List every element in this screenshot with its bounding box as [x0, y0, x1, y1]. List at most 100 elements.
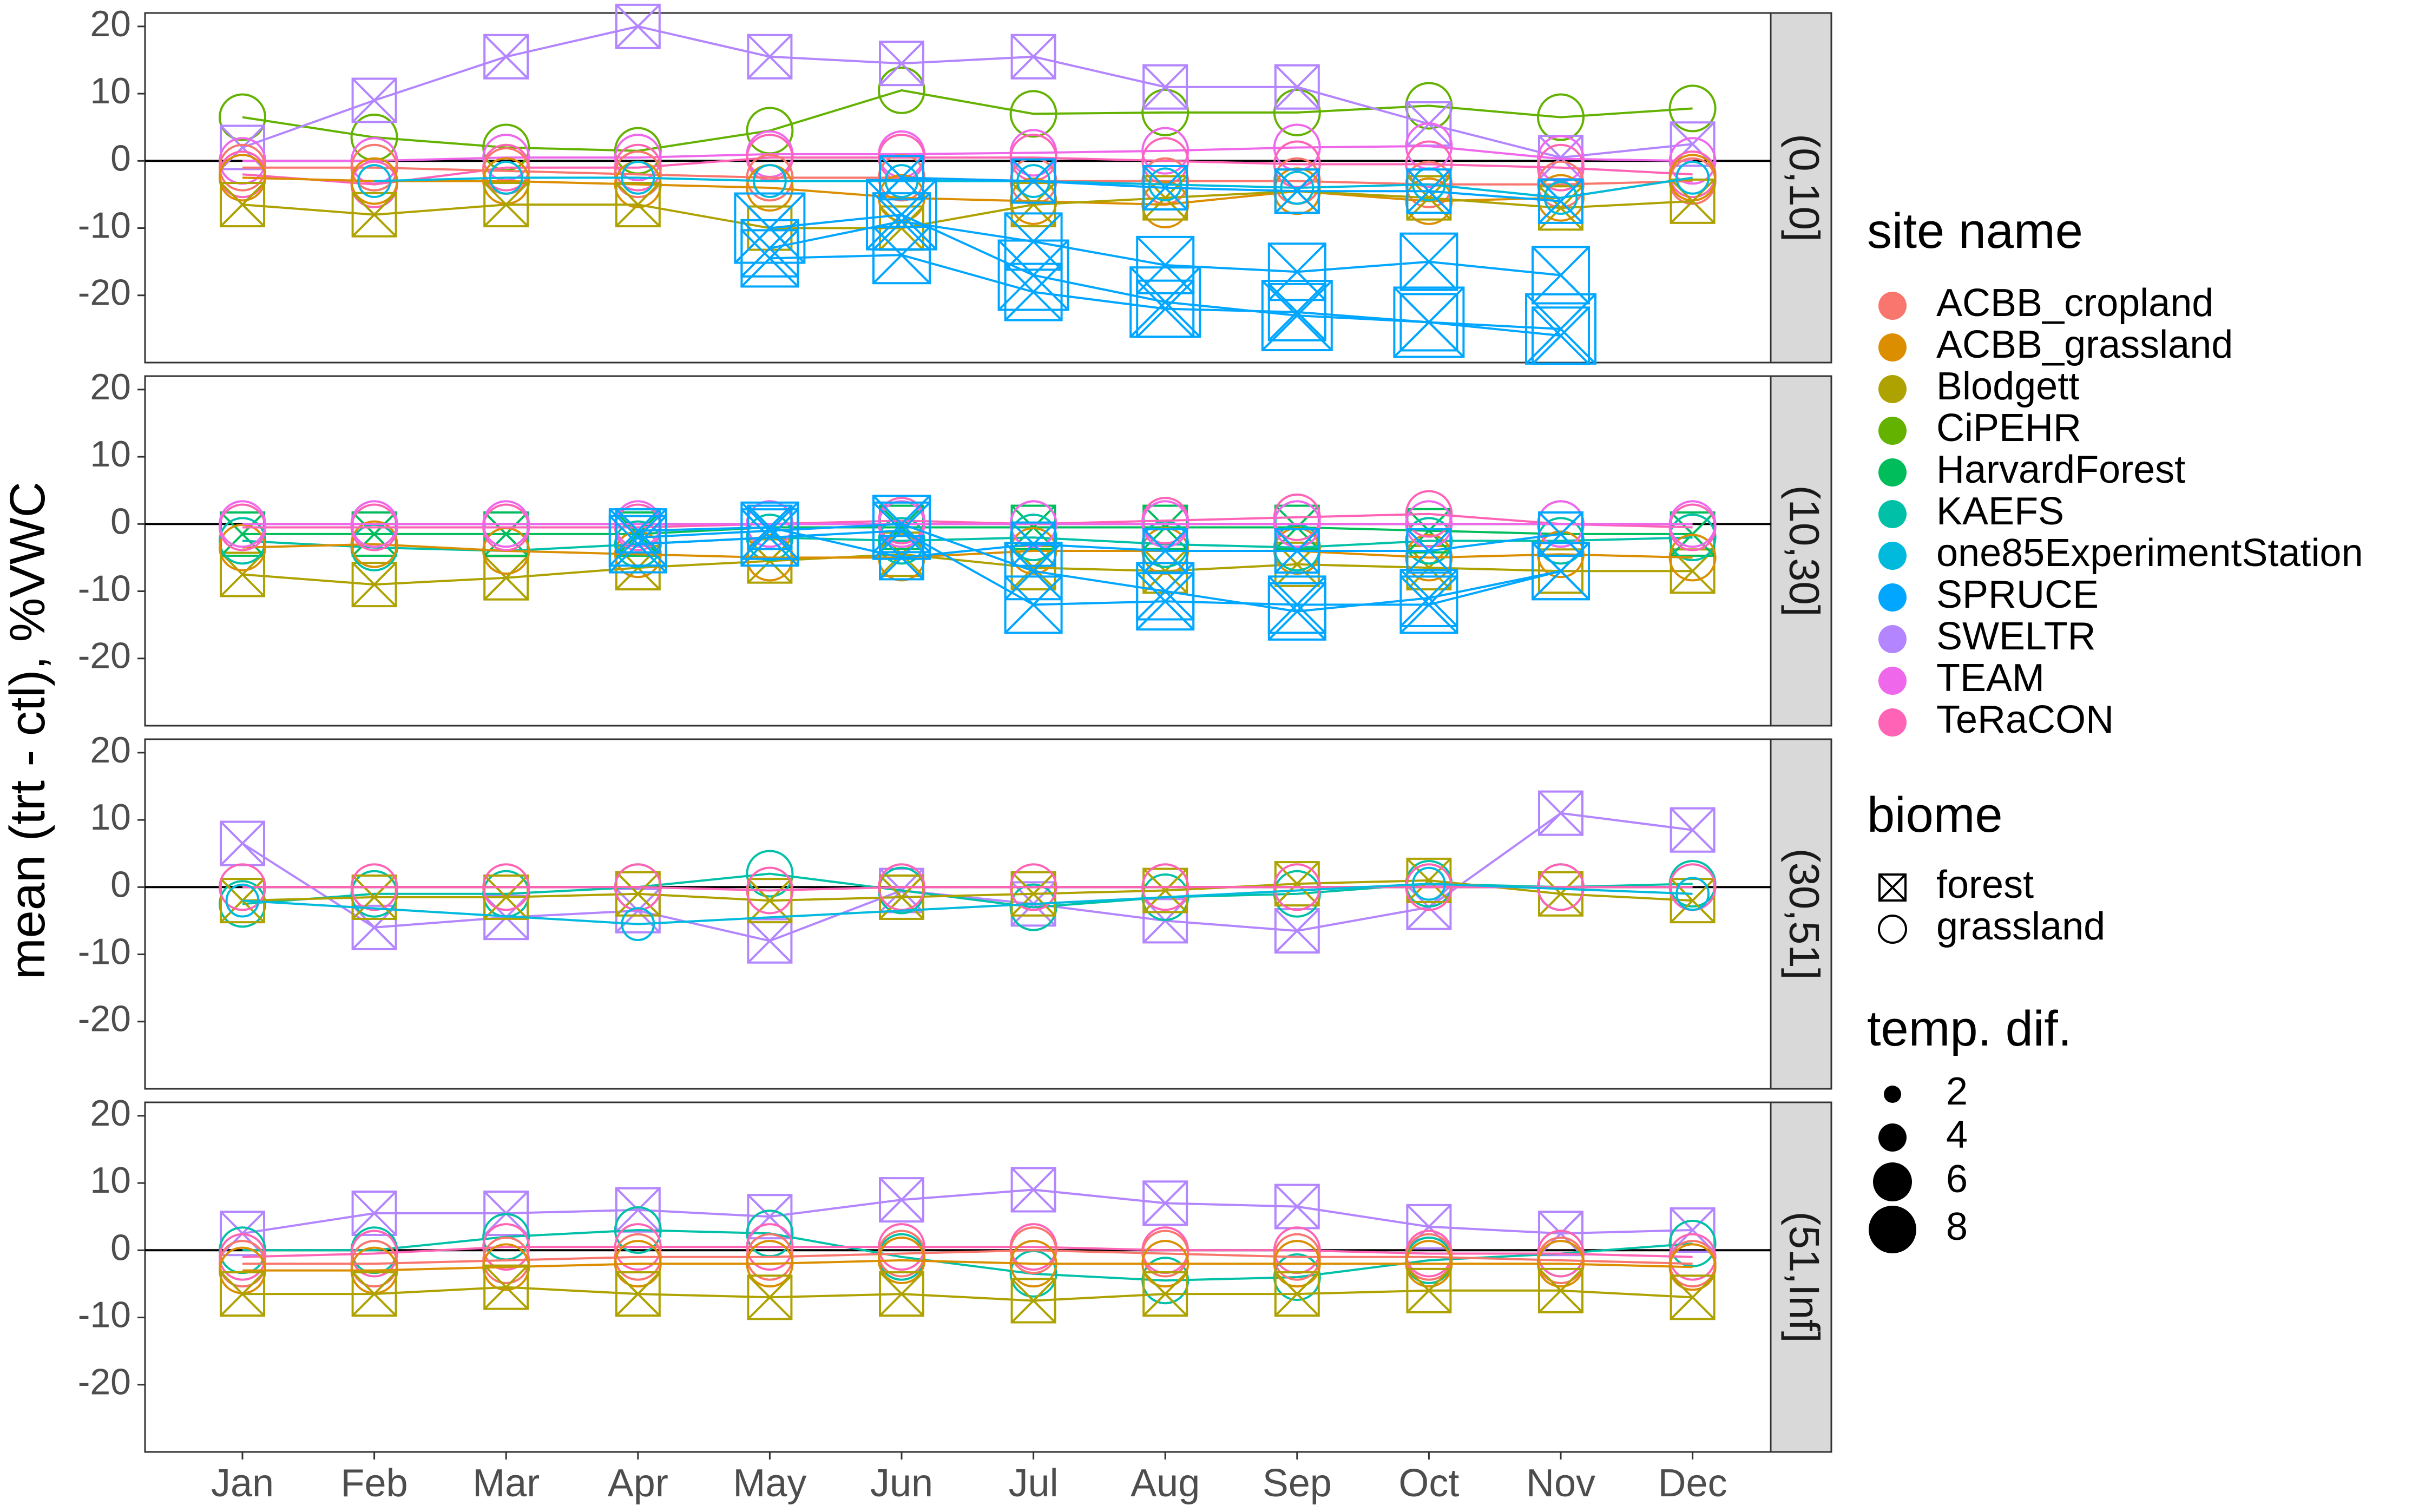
- legend-site-acbb-cropland: ACBB_cropland: [1878, 281, 2213, 325]
- data-point-grassland: [1009, 1240, 1057, 1288]
- facet-strip: [1770, 1101, 1832, 1453]
- data-point-forest: [1261, 280, 1333, 352]
- x-tick-label: Jun: [870, 1462, 933, 1505]
- data-point-grassland: [746, 154, 794, 202]
- y-tick-label: -10: [78, 568, 131, 609]
- data-point-grassland: [350, 143, 398, 192]
- data-point-forest: [997, 239, 1069, 311]
- data-point-forest: [1142, 1180, 1188, 1226]
- y-tick-label: -20: [78, 272, 131, 313]
- facet-strip: [1770, 12, 1832, 364]
- y-tick-label: -20: [78, 1362, 131, 1403]
- y-tick-label: 0: [110, 864, 131, 905]
- data-point-forest: [220, 182, 265, 228]
- data-point-grassland: [1668, 137, 1717, 185]
- data-point-forest: [879, 41, 924, 87]
- data-point-forest: [351, 192, 397, 238]
- panel-51-inf: (51,Inf] -20 -10 0 10 20: [78, 1093, 1832, 1453]
- data-point-forest: [1142, 1271, 1188, 1317]
- data-point-forest: [1538, 511, 1583, 557]
- data-point-forest: [1538, 178, 1583, 224]
- data-point-forest: [747, 878, 793, 924]
- data-point-grassland: [878, 1236, 925, 1284]
- data-point-forest: [615, 3, 661, 49]
- data-point-forest: [747, 504, 793, 550]
- data-point-forest: [872, 226, 931, 285]
- data-point-grassland: [1668, 534, 1717, 582]
- legend-site-entries: ACBB_croplandACBB_grasslandBlodgettCiPEH…: [1878, 281, 2363, 741]
- data-point-grassland: [1543, 181, 1578, 215]
- y-tick-label: -10: [78, 931, 131, 972]
- legend-key-dot: [1878, 625, 1907, 653]
- legend-site-cipehr: CiPEHR: [1878, 406, 2081, 450]
- data-point-forest: [872, 495, 931, 554]
- data-point-grassland: [1405, 863, 1453, 911]
- data-point-grassland: [482, 863, 530, 911]
- data-point-forest: [1670, 1274, 1716, 1320]
- legend-size-8: 8: [1869, 1205, 1968, 1253]
- data-point-grassland: [1273, 88, 1321, 136]
- data-point-forest: [879, 155, 924, 201]
- x-tick-label: Feb: [341, 1462, 408, 1505]
- data-point-forest: [740, 229, 799, 288]
- legend-key-dot: [1878, 583, 1907, 612]
- y-tick-label: 0: [110, 501, 131, 542]
- data-point-forest: [1406, 528, 1452, 574]
- legend-label: grassland: [1936, 905, 2105, 948]
- data-point-forest: [1274, 528, 1320, 574]
- data-point-forest: [1142, 528, 1188, 574]
- data-point-grassland: [1668, 84, 1717, 133]
- legend-key-size-dot: [1869, 1206, 1916, 1253]
- data-point-grassland: [614, 1206, 662, 1254]
- data-point-grassland: [1009, 90, 1057, 138]
- legend-key-dot: [1878, 333, 1907, 361]
- data-point-grassland: [219, 154, 266, 202]
- y-tick-label: 10: [90, 797, 131, 838]
- data-point-forest: [1406, 1204, 1452, 1250]
- data-point-grassland: [878, 66, 925, 114]
- data-point-grassland: [1537, 1240, 1585, 1288]
- x-tick-label: Sep: [1263, 1462, 1332, 1505]
- series-spruce: [879, 155, 1583, 224]
- y-tick-label: -20: [78, 998, 131, 1040]
- legend-site-blodgett: Blodgett: [1878, 365, 2079, 408]
- legend-label: ACBB_grassland: [1936, 323, 2233, 366]
- y-tick-label: 20: [90, 3, 131, 44]
- data-point-grassland: [1009, 1226, 1057, 1274]
- data-point-grassland: [1405, 1240, 1453, 1288]
- series-one85experimentstation: [225, 866, 1710, 942]
- facet-strip-label: (51,Inf]: [1780, 1212, 1828, 1343]
- data-point-forest: [1538, 1211, 1583, 1257]
- data-point-grassland: [753, 164, 787, 198]
- legend-label: KAEFS: [1936, 490, 2064, 533]
- legend-label: 2: [1946, 1070, 1968, 1113]
- panel-10-30: (10,30] -20 -10 0 10 20: [78, 366, 1832, 727]
- legend-key-size-dot: [1884, 1086, 1901, 1103]
- y-tick-label: 10: [90, 433, 131, 475]
- series-blodgett: [220, 1264, 1716, 1324]
- data-point-forest: [1274, 1271, 1320, 1317]
- data-point-forest: [1538, 1267, 1583, 1313]
- data-point-grassland: [1141, 863, 1190, 911]
- panel-frame: [144, 738, 1772, 1090]
- data-point-forest: [220, 551, 265, 597]
- data-point-grassland: [1141, 500, 1190, 548]
- legend-label: one85ExperimentStation: [1936, 531, 2363, 575]
- data-point-grassland: [1273, 500, 1321, 548]
- x-tick-label: Aug: [1131, 1462, 1200, 1505]
- legend-label: HarvardForest: [1936, 448, 2185, 491]
- data-point-grassland: [225, 883, 260, 918]
- x-tick-label: Dec: [1658, 1462, 1727, 1505]
- series-teracon: [219, 863, 1717, 915]
- legend-site-harvardforest: HarvardForest: [1878, 448, 2185, 491]
- legend-label: TEAM: [1936, 656, 2045, 700]
- data-point-forest: [1670, 807, 1716, 853]
- y-tick-label: -20: [78, 635, 131, 676]
- data-point-forest: [615, 1187, 661, 1233]
- data-point-grassland: [219, 143, 266, 192]
- data-point-grassland: [219, 500, 266, 548]
- data-point-forest: [1142, 165, 1188, 211]
- data-point-forest: [483, 1264, 529, 1310]
- legend-label: forest: [1936, 863, 2034, 906]
